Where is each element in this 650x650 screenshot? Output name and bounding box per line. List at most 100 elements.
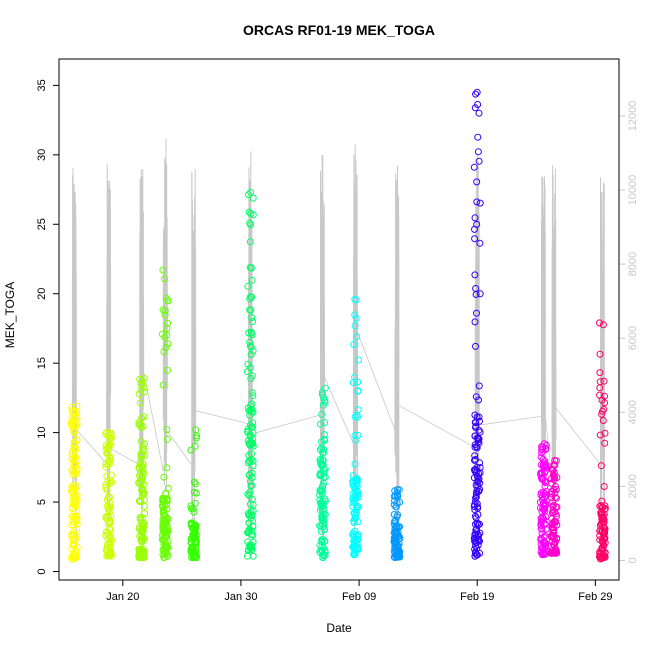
data-point: [137, 420, 144, 428]
data-point: [107, 532, 114, 540]
data-point: [160, 348, 168, 356]
data-point: [249, 318, 256, 326]
flight-points-rf05: [187, 426, 201, 562]
data-point: [470, 503, 478, 510]
data-point: [349, 503, 357, 510]
data-point: [599, 407, 606, 415]
flight-points-rf04: [158, 266, 172, 562]
data-point: [244, 360, 252, 368]
data-point: [108, 478, 116, 486]
data-point: [318, 391, 326, 399]
data-point: [317, 460, 325, 468]
data-point: [596, 431, 604, 439]
data-point: [246, 219, 254, 227]
data-point: [321, 495, 329, 503]
y-tick-label: 15: [36, 357, 48, 369]
right-tick-label: 0: [627, 557, 639, 563]
data-point: [139, 460, 147, 468]
data-point: [72, 502, 80, 510]
data-point: [538, 550, 546, 558]
data-point: [353, 475, 361, 483]
data-point: [139, 463, 147, 471]
data-point: [472, 342, 479, 350]
data-point: [248, 400, 256, 408]
data-point: [244, 552, 251, 560]
data-point: [474, 148, 482, 156]
y-tick-label: 35: [36, 79, 48, 91]
data-point: [551, 489, 559, 497]
data-point: [159, 381, 167, 389]
data-point: [164, 366, 172, 374]
data-point: [71, 513, 79, 521]
data-point: [471, 214, 479, 222]
data-point: [596, 553, 604, 561]
data-point: [597, 462, 605, 470]
data-point: [248, 482, 256, 490]
data-point: [68, 531, 76, 538]
data-point: [600, 519, 608, 527]
data-point: [353, 411, 361, 419]
data-point: [551, 461, 559, 469]
data-point: [248, 389, 256, 397]
data-point: [249, 552, 257, 560]
data-point: [540, 505, 548, 513]
data-point: [475, 413, 483, 421]
data-point: [542, 501, 549, 509]
altitude-connector: [110, 448, 140, 466]
data-point: [71, 499, 79, 507]
data-point: [472, 393, 480, 401]
data-point: [161, 307, 169, 315]
data-point: [552, 486, 560, 493]
data-point: [352, 296, 360, 304]
data-point: [318, 438, 325, 446]
data-point: [354, 378, 362, 386]
data-point: [351, 311, 359, 319]
data-point: [473, 545, 481, 552]
altitude-trace: [394, 165, 400, 543]
y-tick-label: 5: [36, 499, 48, 505]
data-point: [191, 442, 199, 450]
data-point: [352, 314, 360, 322]
data-point: [72, 445, 80, 453]
data-point: [472, 514, 480, 522]
data-point: [187, 521, 195, 529]
altitude-connector: [357, 332, 396, 430]
data-point: [249, 423, 257, 431]
data-point: [354, 543, 362, 551]
data-point: [354, 476, 362, 484]
altitude-trace: [551, 165, 557, 514]
data-point: [72, 516, 80, 524]
data-point: [189, 505, 197, 513]
data-point: [136, 469, 144, 477]
data-point: [247, 351, 255, 358]
data-point: [249, 462, 257, 470]
altitude-connector: [252, 414, 321, 435]
data-point: [474, 511, 482, 518]
data-point: [69, 485, 77, 493]
data-point: [316, 496, 324, 504]
data-point: [316, 469, 324, 477]
data-point: [537, 525, 545, 533]
data-point: [475, 382, 483, 390]
data-point: [318, 512, 326, 520]
data-point: [537, 521, 545, 529]
data-point: [537, 489, 545, 497]
data-point: [599, 553, 607, 561]
data-point: [349, 499, 357, 507]
data-point: [473, 309, 480, 317]
flight-points-rf08: [349, 295, 362, 559]
data-point: [321, 397, 329, 405]
data-point: [471, 411, 479, 419]
data-point: [598, 528, 606, 535]
data-point: [394, 528, 402, 536]
data-point: [476, 239, 484, 247]
data-point: [249, 194, 257, 202]
data-point: [102, 484, 110, 492]
data-point: [102, 512, 110, 520]
data-point: [475, 470, 483, 478]
altitude-connector: [195, 410, 249, 425]
data-point: [245, 208, 253, 216]
data-point: [244, 490, 252, 498]
data-point: [473, 198, 481, 206]
data-point: [163, 522, 171, 530]
